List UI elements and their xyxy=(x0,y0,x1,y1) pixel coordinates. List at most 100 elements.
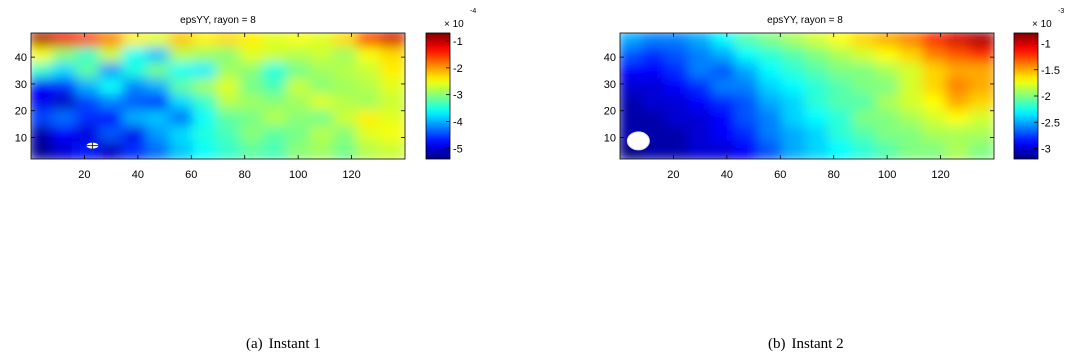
panel-a-cell xyxy=(192,33,220,51)
panel-a-cell xyxy=(332,94,361,114)
panel-b-cell xyxy=(664,62,693,83)
panel-a-colorbar-tick-label: -2 xyxy=(453,63,463,75)
panel-b-colorbar-multiplier: × 10 xyxy=(1032,19,1052,30)
panel-a-cell xyxy=(379,33,405,51)
panel-a-cell xyxy=(145,109,174,130)
panel-a-cell xyxy=(379,78,405,99)
panel-b-cell xyxy=(875,125,903,146)
panel-a-cell xyxy=(145,46,174,67)
panel-b-cell xyxy=(945,46,973,67)
panel-b-cell xyxy=(921,125,950,146)
panel-b-cell xyxy=(921,33,950,51)
panel-b-cell xyxy=(620,109,646,130)
panel-a-cell xyxy=(286,109,314,130)
panel-b-cell xyxy=(921,141,950,159)
panel-a-cell xyxy=(356,46,384,67)
panel-b-cell xyxy=(688,94,716,114)
panel-b-cell xyxy=(898,109,926,130)
panel-b-cell xyxy=(898,141,926,159)
panel-b-cell xyxy=(828,33,856,51)
panel-a-cell xyxy=(286,33,314,51)
panel-a-cell xyxy=(309,62,337,83)
panel-b-cell xyxy=(688,62,716,83)
panel-b-cell xyxy=(688,141,716,159)
panel-b-cell xyxy=(641,62,669,83)
panel-a-cell xyxy=(216,62,244,83)
panel-a-cell xyxy=(192,94,220,114)
panel-a-cell xyxy=(75,33,104,51)
panel-b-cell xyxy=(805,46,833,67)
panel-b-cell xyxy=(734,33,763,51)
panel-b-cell xyxy=(805,94,833,114)
panel-a-colorbar-tick-label: -1 xyxy=(453,36,463,48)
panel-b-cell xyxy=(711,125,739,146)
panel-b-cell xyxy=(688,78,716,99)
panel-b-cell xyxy=(851,78,880,99)
panel-b-cell xyxy=(921,78,950,99)
panel-a-cell xyxy=(332,46,361,67)
panel-b-colorbar-tick-label: -2.5 xyxy=(1041,117,1060,129)
panel-a-xtick-label: 60 xyxy=(185,169,197,181)
panel-a-cell xyxy=(169,33,197,51)
panel-b-cell xyxy=(898,62,926,83)
panel-a-cell xyxy=(169,94,197,114)
panel-b-cell xyxy=(828,109,856,130)
panel-b-xtick-label: 60 xyxy=(774,169,786,181)
panel-a-cell xyxy=(169,78,197,99)
panel-b-cell xyxy=(875,94,903,114)
panel-b-cell xyxy=(664,46,693,67)
panel-a-cell xyxy=(122,125,150,146)
panel-b-cell xyxy=(781,125,809,146)
caption-b-letter: (b) xyxy=(768,336,786,352)
panel-a-cell xyxy=(75,125,104,146)
panel-a-cell xyxy=(332,125,361,146)
panel-a-cell xyxy=(286,78,314,99)
panel-a-cell xyxy=(356,94,384,114)
panel-a-cell xyxy=(169,141,197,159)
panel-a-cell xyxy=(216,46,244,67)
panel-b-cell xyxy=(945,78,973,99)
panel-b-cell xyxy=(758,33,786,51)
panel-a-cell xyxy=(99,109,127,130)
panel-a-colorbar xyxy=(425,32,451,160)
panel-a-cell xyxy=(239,141,267,159)
panel-a-cell xyxy=(52,125,80,146)
panel-b-cell xyxy=(711,33,739,51)
caption-b-text: Instant 2 xyxy=(791,336,844,352)
panel-b-colorbar-tick-label: -1.5 xyxy=(1041,65,1060,77)
panel-b-cell xyxy=(758,46,786,67)
panel-b-cell xyxy=(711,78,739,99)
caption-a: (a) Instant 1 xyxy=(246,336,321,353)
panel-b-cell xyxy=(688,46,716,67)
panel-a-cell xyxy=(262,78,291,99)
panel-b-cell xyxy=(641,33,669,51)
panel-b-cell xyxy=(945,109,973,130)
panel-b-cell xyxy=(921,46,950,67)
panel-b-cell xyxy=(758,78,786,99)
panel-a-cell xyxy=(286,62,314,83)
panel-a-cell xyxy=(122,141,150,159)
panel-a-cell xyxy=(52,33,80,51)
panel-b-cell xyxy=(945,125,973,146)
panel-a-cell xyxy=(356,62,384,83)
panel-b-cell xyxy=(664,78,693,99)
panel-a-cell xyxy=(262,125,291,146)
panel-b-cell xyxy=(805,78,833,99)
panel-b-cell xyxy=(968,141,994,159)
panel-a-xtick-label: 20 xyxy=(78,169,90,181)
panel-b-cell xyxy=(875,78,903,99)
panel-a-cell xyxy=(122,46,150,67)
panel-a-cell xyxy=(145,62,174,83)
panel-a-cell xyxy=(52,62,80,83)
panel-a-cell xyxy=(75,109,104,130)
panel-a-cell xyxy=(286,141,314,159)
panel-b-cell xyxy=(711,46,739,67)
panel-b-cell xyxy=(805,33,833,51)
panel-a-cell xyxy=(31,141,57,159)
panel-a-colorbar-exponent: -4 xyxy=(470,8,476,15)
caption-a-text: Instant 1 xyxy=(268,336,321,352)
panel-b-cell xyxy=(851,109,880,130)
panel-a-cell xyxy=(99,94,127,114)
panel-b-cell xyxy=(688,125,716,146)
panel-b-cell xyxy=(734,141,763,159)
